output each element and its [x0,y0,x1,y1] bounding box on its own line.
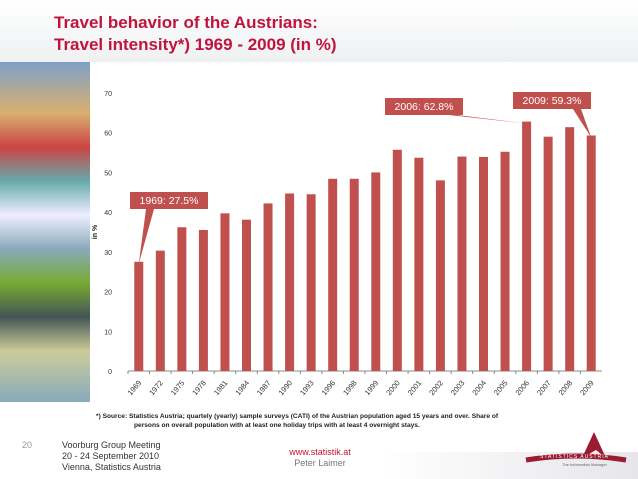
annotation-pointer-2006 [449,115,527,124]
bar-2003 [457,156,467,371]
y-tick-label: 30 [104,250,112,257]
x-tick-label-2002: 2002 [427,379,445,398]
x-tick-label-2003: 2003 [449,379,467,398]
x-tick-label-2007: 2007 [535,379,553,398]
bar-2006 [522,121,532,371]
bar-1987 [263,203,273,371]
y-tick-label: 50 [104,170,112,177]
x-tick-label-1978: 1978 [190,379,208,398]
bar-2008 [565,127,575,371]
bar-1999 [371,172,381,371]
bar-1972 [155,250,165,371]
x-tick-label-1981: 1981 [212,379,230,398]
bar-2000 [392,149,402,371]
slide-title: Travel behavior of the Austrians: Travel … [54,12,337,56]
statistics-austria-logo: STATISTICS AUSTRIA The Information Manag… [522,430,630,470]
y-tick-label: 20 [104,290,112,297]
y-tick-label: 0 [108,369,112,376]
annotation-box-1969 [130,192,208,209]
y-tick-label: 10 [104,329,112,336]
x-tick-label-1972: 1972 [147,379,165,398]
logo-text: STATISTICS AUSTRIA [540,454,609,460]
footnote-line-1: *) Source: Statistics Austria; quartely … [96,413,499,420]
meeting-name: Voorburg Group Meeting [62,440,161,450]
y-tick-label: 70 [104,91,112,98]
bar-1975 [177,227,187,371]
bar-1990 [285,193,295,371]
x-tick-label-2008: 2008 [557,379,575,398]
bar-2004 [479,156,488,371]
title-line-1: Travel behavior of the Austrians: [54,13,318,32]
x-tick-label-2005: 2005 [492,379,510,398]
bar-2007 [543,136,553,371]
bar-1984 [242,219,251,371]
x-tick-label-1996: 1996 [320,379,338,398]
x-tick-label-2009: 2009 [578,379,596,398]
x-tick-label-1990: 1990 [277,379,295,398]
bar-1998 [349,178,359,371]
x-tick-label-1984: 1984 [233,379,251,398]
x-tick-label-1999: 1999 [363,379,381,398]
annotation-label-2006: 2006: 62.8% [395,101,454,113]
meeting-location: Vienna, Statistics Austria [62,462,161,472]
y-axis-label: in % [92,224,99,239]
annotation-label-1969: 1969: 27.5% [140,195,199,207]
logo-tagline: The Information Manager [562,462,607,467]
bar-2005 [500,151,510,371]
footnote: *) Source: Statistics Austria; quartely … [96,412,498,430]
annotation-pointer-2009 [573,109,592,138]
header [0,0,638,62]
x-tick-label-1998: 1998 [341,379,359,398]
bar-2001 [414,157,424,371]
x-tick-label-1993: 1993 [298,379,316,398]
y-tick-label: 60 [104,131,112,138]
page-number: 20 [22,440,33,450]
title-line-2: Travel intensity*) 1969 - 2009 (in %) [54,35,337,54]
meeting-info: Voorburg Group Meeting 20 - 24 September … [62,440,161,473]
bar-2009 [586,135,596,371]
bar-1981 [220,213,230,371]
annotation-box-2009 [513,92,591,109]
bar-1978 [198,230,208,371]
x-tick-label-1975: 1975 [169,379,187,398]
footnote-line-2: persons on overall population with at le… [134,422,420,429]
annotation-label-2009: 2009: 59.3% [523,95,582,107]
x-tick-label-1987: 1987 [255,379,273,398]
bar-2002 [435,180,445,371]
website-link[interactable]: www.statistik.at [289,447,351,457]
meeting-dates: 20 - 24 September 2010 [62,451,160,461]
y-tick-label: 40 [104,210,112,217]
x-tick-label-2000: 2000 [384,379,402,398]
x-tick-label-2006: 2006 [514,379,532,398]
author: Peter Laimer [294,458,346,468]
x-tick-label-1969: 1969 [126,379,144,398]
bar-1969 [134,261,144,371]
x-tick-label-2001: 2001 [406,379,424,398]
x-tick-label-2004: 2004 [470,379,488,398]
photo-collage [0,62,90,402]
bar-1993 [306,194,316,371]
annotation-pointer-1969 [138,209,154,264]
bar-1996 [328,178,338,371]
annotation-box-2006 [385,98,463,115]
